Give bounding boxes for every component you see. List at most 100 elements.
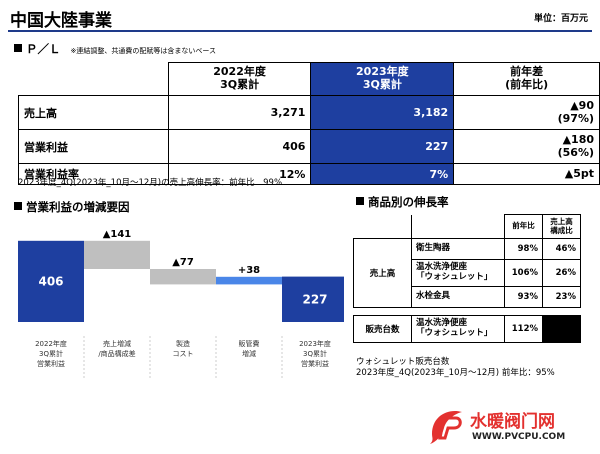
pl-col-diff-line1: 前年差 [510,65,544,79]
waterfall-category-label: 売上増減 [103,339,131,348]
table-row: 水栓金具 93% 23% [354,286,581,308]
waterfall-bar [282,276,344,322]
table-row: 温水洗浄便座 「ウォシュレット」 106% 26% [354,259,581,287]
growth-product: 温水洗浄便座 「ウォシュレット」 [411,315,505,343]
growth-col-yoy: 前年比 [504,214,543,239]
page-title: 中国大陸事業 [10,11,112,31]
waterfall-bar [150,269,216,285]
growth-mix: 23% [542,286,581,308]
pl-corner-cell [18,62,169,96]
pl-value-diff: ▲180 (56%) [453,129,600,164]
growth-corner-cell [353,214,412,239]
table-row: 販売台数 温水洗浄便座 「ウォシュレット」 112% [353,315,581,343]
growth-product-line2: 「ウォシュレット」 [416,328,493,338]
waterfall-value-label: ▲77 [172,257,194,268]
table-row: 営業利益率 12% 7% ▲5pt [18,163,600,185]
waterfall-value-label: 227 [302,292,327,306]
waterfall-category-label: 製造 [176,339,190,348]
pl-value-2023: 3,182 [310,95,455,130]
pl-col-2023: 2023年度 3Q累計 [310,62,455,96]
growth-product-line1: 温水洗浄便座 [416,262,468,273]
pl-diff-ratio: (97%) [557,111,594,125]
growth-product-line2: 「ウォシュレット」 [416,272,493,282]
pl-col-2023-line1: 2023年度 [356,65,409,79]
pl-col-2023-line2: 3Q累計 [362,78,402,91]
growth-heading-text: 商品別の伸長率 [368,195,449,209]
growth-units-label: 販売台数 [353,315,412,343]
pl-col-2022-line1: 2022年度 [213,65,266,79]
pl-note: ※連結調整、共通費の配賦等は含まないベース [70,47,217,55]
waterfall-category-label: 3Q累計 [303,349,327,358]
waterfall-category-label: 2022年度 [35,339,67,348]
pl-row-label: 営業利益率 [18,163,169,185]
growth-heading: 商品別の伸長率 [356,194,449,210]
growth-table: 前年比 売上高 構成比 売上高 衛生陶器 98% 46% 温水洗浄便座 「ウォシュレ… [353,214,581,343]
waterfall-value-label: ▲141 [103,229,132,240]
waterfall-bar [18,240,84,322]
growth-col-mix-line1: 売上高 [550,217,573,227]
pl-col-diff: 前年差 (前年比) [453,62,600,96]
growth-gap-cell [353,307,581,316]
growth-yoy: 98% [504,238,543,260]
waterfall-category-label: 販管費 [239,339,260,348]
square-bullet-icon [14,202,22,210]
pl-value-diff: ▲90 (97%) [453,95,600,130]
growth-footnote-line2: 2023年度_4Q(2023年_10月～12月) 前年比：95% [356,368,555,379]
pl-heading: Ｐ／Ｌ ※連結調整、共通費の配賦等は含まないベース [14,41,216,57]
waterfall-value-label: +38 [238,265,260,276]
pl-diff-ratio: (56%) [557,145,594,159]
growth-product-line1: 温水洗浄便座 [416,318,468,329]
pl-value-2023: 7% [310,163,455,185]
growth-footnote: ウォシュレット販売台数 2023年度_4Q(2023年_10月～12月) 前年比… [356,357,555,380]
waterfall-category-label: 3Q累計 [39,349,63,358]
square-bullet-icon [356,197,364,205]
square-bullet-icon [14,44,22,52]
growth-product: 温水洗浄便座 「ウォシュレット」 [411,259,505,287]
growth-product: 衛生陶器 [411,238,505,260]
pl-heading-text: Ｐ／Ｌ [26,42,61,56]
pl-footnote: 2023年度_4Q(2023年_10月～12月)の売上高伸長率：前年比 99% [18,178,283,188]
growth-mix: 26% [542,259,581,287]
pl-col-2022: 2022年度 3Q累計 [167,62,312,96]
watermark-url: WWW.PVCPU.COM [472,432,566,442]
pl-col-2022-line2: 3Q累計 [220,78,260,91]
pl-table: 2022年度 3Q累計 2023年度 3Q累計 前年差 (前年比) 売上高 3,271… [18,62,600,185]
pl-diff-amount: ▲180 [562,133,594,147]
title-divider [8,30,592,32]
watermark-text: 水暖阀门网 [470,412,555,432]
waterfall-category-label: 営業利益 [301,359,329,368]
waterfall-labels: 406 ▲141 ▲77 +38 227 [38,229,327,306]
pl-value-2023: 227 [310,129,455,164]
waterfall-heading: 営業利益の増減要因 [14,199,130,215]
pl-col-diff-line2: (前年比) [505,78,549,91]
growth-col-mix-line2: 構成比 [550,225,573,235]
growth-yoy: 93% [504,286,543,308]
waterfall-bar [84,240,150,269]
waterfall-bar [216,276,282,285]
waterfall-category-label: /商品構成差 [98,349,135,358]
pl-value-2022: 406 [167,129,312,164]
waterfall-category-label: 2023年度 [299,339,331,348]
waterfall-category-label: 増減 [242,349,256,358]
growth-col-mix: 売上高 構成比 [542,214,581,239]
unit-label: 単位：百万元 [533,14,588,24]
waterfall-categories: 2022年度3Q累計営業利益売上増減/商品構成差製造コスト販管費増減2023年度… [35,339,331,368]
growth-yoy: 112% [504,315,543,343]
pl-value-diff: ▲5pt [453,163,600,185]
growth-footnote-line1: ウォシュレット販売台数 [356,357,450,367]
pl-row-label: 営業利益 [18,129,169,164]
table-row: 売上高 衛生陶器 98% 46% [353,238,581,308]
growth-header-row: 前年比 売上高 構成比 [353,214,581,239]
waterfall-value-label: 406 [38,274,63,288]
pl-value-2022: 3,271 [167,95,312,130]
growth-gap-row [353,307,581,316]
waterfall-bars [18,240,344,322]
waterfall-category-label: 営業利益 [37,359,65,368]
waterfall-guides [83,336,283,378]
pl-diff-amount: ▲90 [570,99,594,113]
table-row: 売上高 3,271 3,182 ▲90 (97%) [18,95,600,130]
waterfall-heading-text: 営業利益の増減要因 [26,200,130,214]
growth-mix-blacked-out [542,315,581,343]
growth-sales-label: 売上高 [353,238,412,308]
